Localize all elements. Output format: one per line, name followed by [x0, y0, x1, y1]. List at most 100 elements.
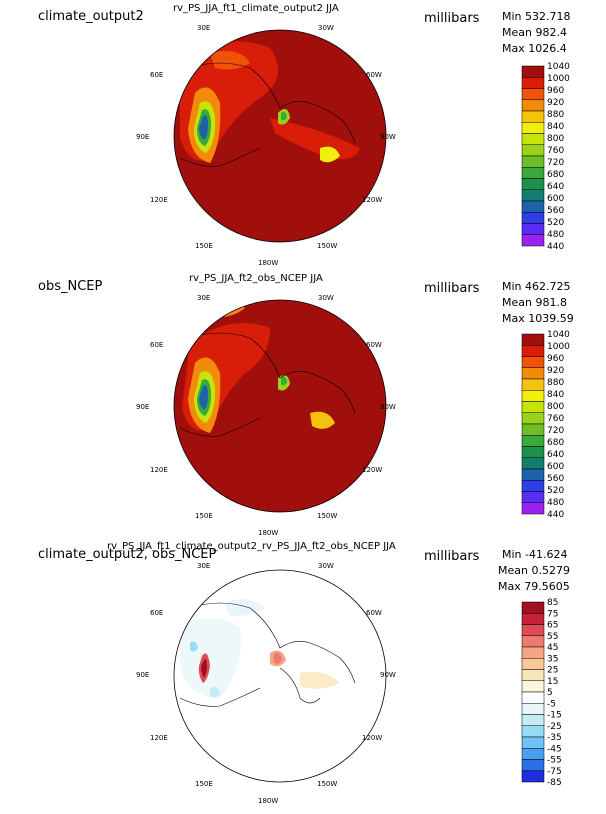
colorbar-tick-label: 760 [547, 146, 564, 156]
lon-label: 150W [317, 780, 338, 788]
colorbar-tick-label: 560 [547, 206, 564, 216]
colorbar-tick-label: -75 [547, 767, 562, 777]
colorbar-tick-label: 880 [547, 378, 564, 388]
lon-label: 90E [136, 671, 150, 679]
colorbar-tick-label: 600 [547, 462, 564, 472]
map-region [274, 652, 282, 664]
colorbar-tick-label: 480 [547, 230, 564, 240]
colorbar-swatch [521, 601, 545, 614]
colorbar-tick-label: -15 [547, 711, 562, 721]
map-region [310, 411, 335, 429]
colorbar-swatch [521, 88, 545, 100]
lon-label: 90E [136, 403, 150, 411]
map-region [281, 111, 287, 121]
colorbar-tick-label: 35 [547, 654, 558, 664]
colorbar-tick-label: 960 [547, 86, 564, 96]
colorbar-swatch [521, 635, 545, 648]
map-region [320, 146, 340, 163]
colorbar-swatch [521, 446, 545, 458]
colorbar-swatch [521, 155, 545, 168]
colorbar-tick-label: 800 [547, 134, 564, 144]
colorbar-tick-label: 1040 [547, 62, 570, 72]
colorbar-tick-label: 880 [547, 110, 564, 120]
colorbar-swatch [521, 77, 545, 89]
lon-label: 90E [136, 133, 150, 141]
stat-mean: Mean 982.4 [502, 26, 567, 39]
lon-label: 60E [150, 71, 164, 79]
colorbar-swatch [521, 725, 545, 738]
colorbar-tick-label: 25 [547, 666, 558, 676]
colorbar: 1040 1000 960 920 880 840 800 760 720 680 640 600 56… [521, 62, 570, 250]
colorbar-swatch [521, 133, 545, 145]
colorbar-tick-label: 1000 [547, 74, 570, 84]
colorbar-tick-label: 680 [547, 170, 564, 180]
lon-label: 120W [362, 734, 383, 742]
map-region [199, 115, 208, 140]
colorbar-swatch [521, 770, 545, 783]
colorbar-swatch [521, 178, 545, 190]
colorbar-swatch [521, 468, 545, 481]
colorbar-tick-label: 600 [547, 194, 564, 204]
coastline [179, 147, 261, 167]
colorbar-tick-label: 75 [547, 609, 558, 619]
polar-map [173, 29, 387, 243]
colorbar-tick-label: 15 [547, 677, 558, 687]
colorbar-swatch [521, 646, 545, 659]
colorbar-tick-label: 85 [547, 598, 558, 608]
colorbar-tick-label: 640 [547, 182, 564, 192]
colorbar-tick-label: 840 [547, 122, 564, 132]
colorbar-tick-label: 65 [547, 621, 558, 631]
lon-label: 30E [197, 24, 211, 32]
colorbar-tick-label: -25 [547, 722, 562, 732]
lon-label: 150W [317, 242, 338, 250]
colorbar-tick-label: -5 [547, 699, 556, 709]
map-region [199, 385, 208, 410]
stat-max: Max 1026.4 [502, 42, 567, 55]
colorbar-swatch [521, 669, 545, 681]
panel-difference: climate_output2, obs_NCEP rv_PS_JJA_ft1_… [0, 540, 606, 810]
lon-label: 180W [258, 797, 279, 805]
lon-label: 60E [150, 341, 164, 349]
colorbar-swatch [521, 345, 545, 357]
colorbar-swatch [521, 714, 545, 726]
coastline [179, 417, 261, 437]
colorbar-tick-label: -55 [547, 756, 562, 766]
colorbar-swatch [521, 412, 545, 425]
colorbar-swatch [521, 401, 545, 413]
colorbar-swatch [521, 613, 545, 625]
panel-obs-ncep: obs_NCEP rv_PS_JJA_ft2_obs_NCEP JJA mill… [0, 270, 606, 540]
colorbar-swatch [521, 367, 545, 380]
lon-label: 150E [195, 780, 213, 788]
panel-name: climate_output2, obs_NCEP [38, 547, 217, 562]
plot-title: rv_PS_JJA_ft1_climate_output2_rv_PS_JJA_… [107, 541, 396, 552]
colorbar-swatch [521, 457, 545, 470]
map-region [180, 618, 241, 698]
colorbar-tick-label: 1000 [547, 342, 570, 352]
map-region [270, 118, 360, 160]
colorbar-swatch [521, 703, 545, 715]
colorbar-swatch [521, 502, 545, 515]
colorbar-swatch [521, 378, 545, 391]
coastline [279, 667, 321, 704]
lon-label: 120W [362, 466, 383, 474]
colorbar-tick-label: 1040 [547, 330, 570, 340]
lon-label: 60W [366, 609, 382, 617]
lon-label: 150W [317, 512, 338, 520]
colorbar-tick-label: -45 [547, 744, 562, 754]
colorbar-tick-label: 920 [547, 366, 564, 376]
stat-min: Min -41.624 [502, 548, 568, 561]
lon-label: 150E [195, 242, 213, 250]
colorbar-tick-label: -35 [547, 733, 562, 743]
colorbar-tick-label: 640 [547, 450, 564, 460]
lon-label: 60E [150, 609, 164, 617]
colorbar-tick-label: 800 [547, 402, 564, 412]
lon-label: 150E [195, 512, 213, 520]
lon-label: 30W [318, 24, 334, 32]
colorbar-tick-label: 440 [547, 510, 564, 518]
units-label: millibars [424, 281, 480, 296]
colorbar-swatch [521, 736, 545, 749]
colorbar-tick-label: 680 [547, 438, 564, 448]
stat-mean: Mean 981.8 [502, 296, 567, 309]
colorbar-tick-label: 720 [547, 426, 564, 436]
colorbar-tick-label: 480 [547, 498, 564, 508]
